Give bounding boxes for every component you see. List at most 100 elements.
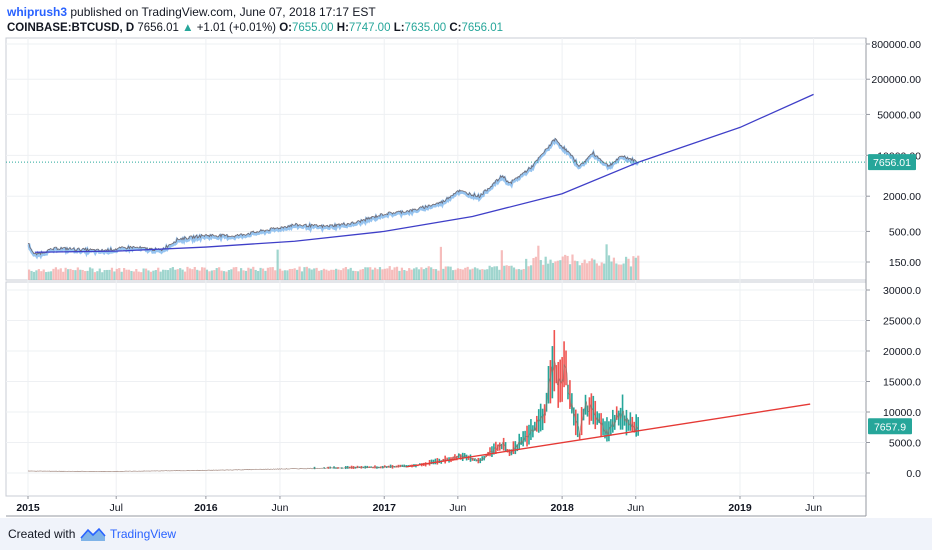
footer-bar: Created with TradingView bbox=[0, 518, 932, 550]
volume-bar bbox=[498, 269, 501, 280]
volume-bar bbox=[308, 268, 311, 280]
volume-bar bbox=[232, 267, 235, 280]
volume-bar bbox=[603, 263, 606, 280]
volume-bar bbox=[330, 269, 333, 280]
volume-bar bbox=[378, 267, 382, 280]
volume-bar bbox=[159, 271, 162, 280]
volume-bar bbox=[174, 269, 177, 280]
volume-bar bbox=[325, 269, 328, 280]
volume-bar bbox=[622, 263, 625, 280]
volume-bar bbox=[490, 267, 494, 280]
tradingview-brand-link[interactable]: TradingView bbox=[110, 527, 177, 541]
last-price-tag bbox=[868, 154, 916, 171]
volume-bar bbox=[573, 260, 577, 280]
volume-bar bbox=[469, 269, 472, 280]
volume-bar bbox=[520, 269, 523, 280]
volume-bar bbox=[539, 260, 542, 280]
volume-bar bbox=[264, 270, 267, 280]
volume-bar bbox=[47, 271, 50, 280]
volume-bar bbox=[252, 266, 255, 280]
volume-bar bbox=[91, 268, 94, 280]
volume-bar bbox=[293, 268, 296, 280]
symbol-label: COINBASE:BTCUSD, D bbox=[7, 22, 135, 34]
volume-bar bbox=[554, 261, 557, 280]
volume-bar bbox=[617, 264, 620, 280]
open-value: 7655.00 bbox=[291, 22, 334, 34]
volume-bar bbox=[508, 265, 511, 280]
volume-bar bbox=[417, 269, 421, 280]
volume-bar bbox=[191, 269, 194, 280]
publish-header: whiprush3 published on TradingView.com, … bbox=[7, 4, 376, 20]
volume-bar bbox=[278, 268, 282, 280]
volume-bar bbox=[442, 268, 445, 280]
price-chart[interactable]: 2015 Jul 2016 Jun 2017 Jun 2018 Jun 2019 Jun 80000… bbox=[0, 36, 932, 518]
volume-bar bbox=[339, 270, 343, 280]
volume-bar bbox=[230, 269, 233, 280]
x-tick-label: Jun bbox=[271, 502, 288, 514]
volume-bar bbox=[566, 255, 569, 280]
volume-bar bbox=[257, 270, 260, 280]
y-tick-label: 0.0 bbox=[906, 468, 921, 480]
volume-bar bbox=[105, 269, 109, 280]
volume-bar bbox=[140, 272, 143, 280]
volume-bar bbox=[486, 269, 489, 280]
volume-bar bbox=[181, 269, 184, 280]
created-with-label: Created with bbox=[8, 527, 76, 541]
volume-bar bbox=[144, 268, 148, 280]
volume-bar bbox=[461, 269, 464, 280]
volume-bar bbox=[254, 269, 257, 280]
volume-bar bbox=[88, 267, 92, 280]
volume-bar bbox=[296, 269, 299, 280]
volume-bar bbox=[586, 263, 589, 280]
volume-bar bbox=[213, 270, 216, 280]
volume-bar bbox=[454, 269, 457, 280]
volume-bar bbox=[466, 266, 469, 280]
volume-bar bbox=[510, 265, 513, 280]
volume-bar bbox=[361, 269, 365, 280]
volume-bar bbox=[515, 269, 518, 280]
volume-bar bbox=[215, 268, 218, 280]
author-name[interactable]: whiprush3 bbox=[7, 5, 68, 19]
volume-bar bbox=[356, 271, 360, 280]
up-arrow-icon: ▲ bbox=[182, 22, 194, 34]
ohlc-legend: COINBASE:BTCUSD, D 7656.01 ▲ +1.01 (+0.0… bbox=[7, 21, 503, 36]
volume-bar bbox=[93, 272, 96, 280]
volume-bar bbox=[198, 270, 201, 280]
volume-bar bbox=[393, 267, 396, 280]
volume-bar bbox=[459, 268, 462, 280]
y-tick-label: 800000.00 bbox=[871, 39, 921, 51]
volume-bar bbox=[237, 271, 240, 280]
volume-bar bbox=[493, 266, 496, 280]
volume-bar bbox=[505, 265, 508, 280]
tradingview-logo-icon[interactable] bbox=[80, 526, 106, 542]
volume-bar bbox=[386, 268, 389, 280]
volume-bar bbox=[527, 266, 530, 280]
volume-bar bbox=[298, 266, 301, 280]
volume-bar bbox=[110, 267, 114, 280]
volume-bar bbox=[400, 267, 404, 280]
y-tick-label: 15000.0 bbox=[883, 377, 921, 389]
volume-bar bbox=[45, 272, 48, 280]
volume-bar bbox=[337, 269, 340, 280]
volume-bar bbox=[432, 268, 435, 280]
volume-bar bbox=[86, 270, 89, 280]
volume-bar bbox=[534, 256, 538, 280]
volume-bar bbox=[412, 268, 416, 280]
volume-bar bbox=[208, 271, 211, 280]
volume-bar bbox=[96, 271, 99, 280]
volume-bar bbox=[57, 269, 60, 280]
volume-bar bbox=[37, 269, 40, 280]
volume-bar bbox=[205, 269, 209, 280]
volume-bar bbox=[239, 268, 243, 280]
volume-bar bbox=[632, 256, 635, 280]
volume-bar bbox=[568, 264, 572, 280]
volume-bar bbox=[115, 268, 118, 280]
volume-bar bbox=[415, 267, 418, 280]
volume-bar bbox=[374, 267, 377, 280]
volume-bar bbox=[188, 268, 192, 280]
volume-bar bbox=[598, 265, 601, 280]
volume-bar bbox=[564, 254, 567, 280]
y-tick-label: 200000.00 bbox=[871, 74, 921, 86]
y-tick-label: 20000.0 bbox=[883, 346, 921, 358]
y-tick-label: 30000.0 bbox=[883, 285, 921, 297]
